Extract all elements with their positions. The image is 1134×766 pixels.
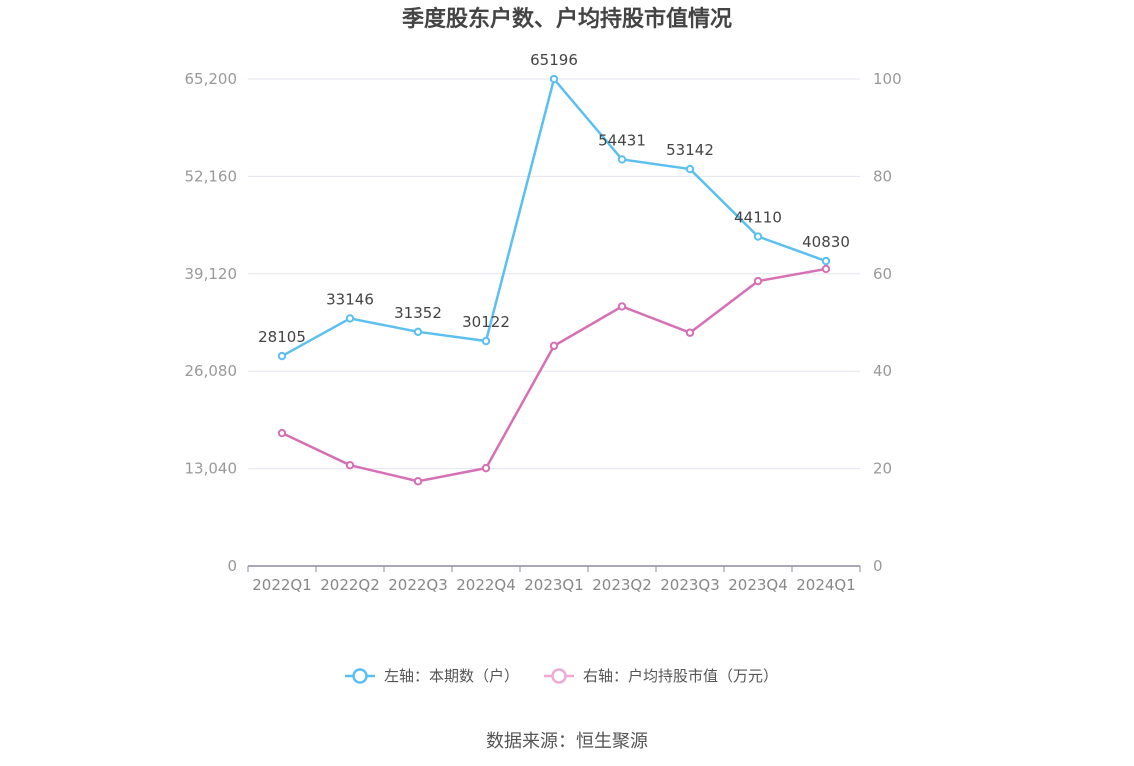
- x-tick-label: 2023Q4: [728, 576, 788, 594]
- right-tick-label: 60: [873, 265, 892, 283]
- left-axis: 0 13,040 26,080 39,120 52,160 65,200: [185, 70, 238, 575]
- data-label: 31352: [394, 304, 442, 322]
- left-tick-label: 52,160: [185, 167, 238, 185]
- x-tick-label: 2024Q1: [796, 576, 856, 594]
- x-tick-label: 2023Q2: [592, 576, 652, 594]
- data-point: [685, 328, 695, 337]
- right-tick-label: 0: [873, 557, 883, 575]
- right-tick-label: 40: [873, 362, 892, 380]
- right-tick-label: 20: [873, 460, 892, 478]
- left-tick-label: 13,040: [185, 460, 238, 478]
- data-point: [277, 351, 287, 361]
- data-point: [821, 256, 831, 266]
- left-tick-label: 65,200: [185, 70, 238, 88]
- x-tick-label: 2023Q3: [660, 576, 720, 594]
- data-source: 数据来源：恒生聚源: [486, 731, 648, 752]
- data-label: 54431: [598, 131, 646, 149]
- data-label: 40830: [802, 233, 850, 251]
- data-point: [753, 276, 763, 286]
- legend-label: 左轴：本期数（户）: [384, 667, 519, 685]
- left-tick-label: 0: [227, 557, 237, 575]
- data-label: 33146: [326, 290, 374, 308]
- data-point: [277, 428, 287, 438]
- legend-label: 右轴：户均持股市值（万元）: [583, 667, 778, 685]
- legend-marker-circle: [352, 668, 368, 684]
- data-point: [345, 460, 355, 470]
- x-axis: 2022Q1 2022Q2 2022Q3 2022Q4 2023Q1 2023Q2 2023…: [247, 566, 861, 594]
- data-point: [549, 74, 559, 84]
- data-point: [481, 336, 491, 346]
- legend-marker-circle: [551, 668, 567, 684]
- data-label: 44110: [734, 209, 782, 227]
- x-tick-label: 2022Q1: [252, 576, 312, 594]
- data-point: [549, 341, 559, 351]
- data-label: 53142: [666, 141, 714, 159]
- legend: 左轴：本期数（户） 右轴：户均持股市值（万元）: [345, 667, 778, 685]
- chart-title: 季度股东户数、户均持股市值情况: [402, 6, 732, 32]
- data-point: [753, 232, 763, 241]
- data-point: [413, 477, 423, 486]
- data-point: [617, 155, 627, 164]
- right-tick-label: 100: [873, 70, 902, 88]
- grid: [248, 78, 860, 567]
- right-tick-label: 80: [873, 167, 892, 185]
- data-point: [345, 314, 355, 323]
- x-tick-label: 2023Q1: [524, 576, 584, 594]
- data-point: [617, 302, 627, 311]
- data-label: 28105: [258, 328, 306, 346]
- left-tick-label: 39,120: [185, 265, 238, 283]
- x-tick-label: 2022Q3: [388, 576, 448, 594]
- data-point: [413, 327, 423, 337]
- series-layer: 28105 33146 31352 30122 65196 54431 53142 44110…: [258, 51, 850, 486]
- right-axis: 0 20 40 60 80 100: [873, 70, 902, 575]
- data-label: 30122: [462, 313, 510, 331]
- x-tick-label: 2022Q2: [320, 576, 380, 594]
- data-label: 65196: [530, 51, 578, 69]
- data-point: [481, 463, 491, 473]
- data-point: [685, 164, 695, 174]
- data-point: [821, 264, 831, 274]
- left-tick-label: 26,080: [185, 362, 238, 380]
- x-tick-label: 2022Q4: [456, 576, 516, 594]
